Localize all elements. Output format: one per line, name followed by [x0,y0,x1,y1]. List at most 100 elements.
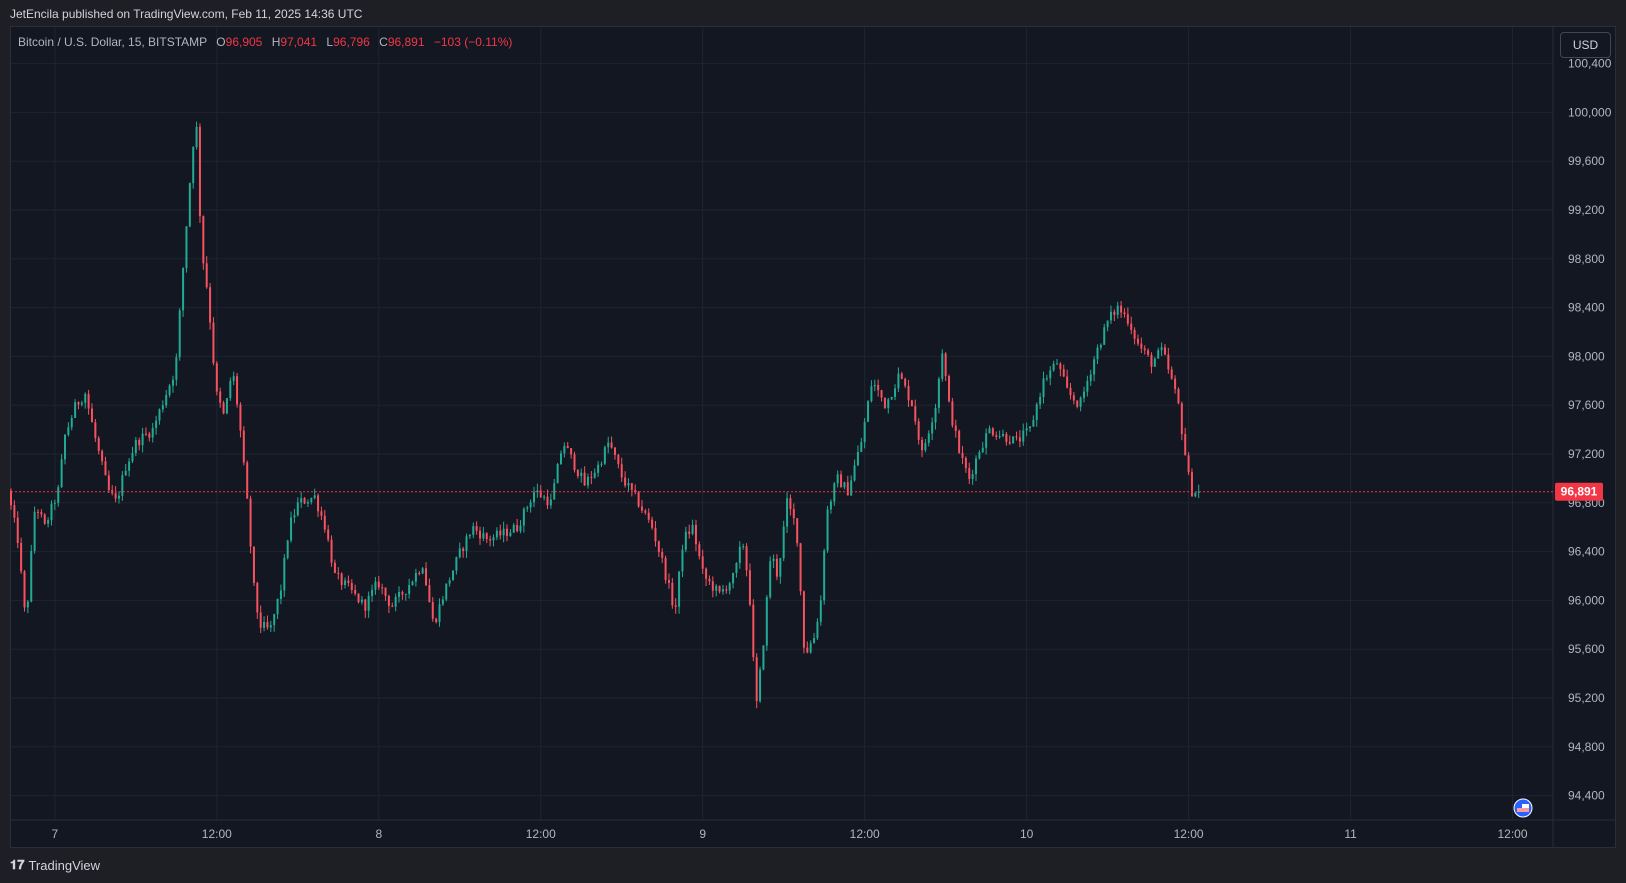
candle-body [1008,441,1011,444]
candle-body [84,393,87,403]
candle-body [148,433,151,438]
candle-body [303,498,306,504]
candle-body [721,589,724,592]
candle-body [482,533,485,539]
candle-body [553,483,556,500]
candle-body [212,322,215,364]
y-tick-label: 94,800 [1568,740,1605,754]
candle-body [381,587,384,589]
candle-body [786,498,789,527]
candle-body [364,599,367,611]
candle-body [647,512,650,520]
candle-body [205,263,208,288]
symbol-name: Bitcoin / U.S. Dollar, 15, BITSTAMP [18,35,207,49]
candle-body [755,657,758,702]
candle-body [47,520,50,524]
candle-body [833,483,836,502]
candle-body [1150,354,1153,367]
candle-body [715,585,718,591]
candle-body [1012,436,1015,444]
y-tick-label: 97,600 [1568,398,1605,412]
candle-body [33,511,36,552]
candle-body [327,529,330,540]
candle-body [357,593,360,603]
candle-body [799,543,802,592]
candle-body [1106,320,1109,328]
candle-body [657,541,660,552]
candle-body [890,396,893,400]
candle-body [917,421,920,440]
candle-body [556,464,559,484]
candle-body [951,401,954,426]
candle-body [634,489,637,493]
candle-body [1187,455,1190,473]
open-label: O [216,35,226,49]
candle-body [300,498,303,503]
y-tick-label: 100,000 [1568,105,1612,119]
candle-body [894,388,897,397]
candle-body [532,492,535,503]
candle-body [607,442,610,448]
change-value: −103 (−0.11%) [433,35,513,49]
candle-body [1035,404,1038,420]
tradingview-logo[interactable]: 𝟏𝟕 TradingView [10,857,100,873]
candle-body [354,589,357,594]
candle-body [317,495,320,512]
candle-body [586,476,589,486]
candle-body [256,582,259,613]
high-label: H [271,35,281,49]
candle-body [826,509,829,551]
candle-body [67,427,70,435]
chart-frame[interactable] [10,26,1616,848]
candle-body [158,409,161,421]
candle-body [1062,369,1065,377]
candle-body [576,470,579,477]
candle-body [222,402,225,414]
candle-body [610,442,613,448]
candle-body [344,580,347,586]
candle-body [128,461,131,471]
close-value: 96,891 [387,35,425,49]
candle-body [290,517,293,541]
candle-body [185,226,188,269]
candle-body [1089,374,1092,382]
candle-body [414,572,417,582]
candle-body [775,558,778,577]
candle-body [509,532,512,536]
last-price-marker: 96,891 [11,482,1603,501]
candle-body [279,590,282,599]
candle-body [168,385,171,395]
y-tick-label: 98,000 [1568,349,1605,363]
candle-body [725,589,728,591]
candle-body [813,638,816,644]
candle-body [371,589,374,596]
symbol-legend: Bitcoin / U.S. Dollar, 15, BITSTAMP O 96,… [18,35,512,49]
x-tick-label: 9 [699,827,706,841]
candle-body [921,439,924,451]
candle-body [674,605,677,607]
close-label: C [379,35,388,49]
candle-body [506,528,509,536]
candle-body [374,581,377,590]
y-tick-label: 95,600 [1568,642,1605,656]
candle-body [438,604,441,623]
candle-body [529,502,532,508]
currency-button[interactable]: USD [1560,32,1611,58]
candle-body [941,353,944,379]
candle-body [377,581,380,588]
candle-body [94,422,97,439]
flag-icon[interactable] [1513,798,1533,818]
candle-body [1130,323,1133,330]
publisher-attribution: JetEncila published on TradingView.com, … [10,7,363,21]
candle-body [765,597,768,646]
candle-body [1059,363,1062,370]
candle-body [745,546,748,571]
candle-body [937,378,940,408]
candle-body [1099,344,1102,348]
candle-body [1147,350,1150,355]
candle-body [195,126,198,148]
candle-body [276,598,279,615]
candle-body [1133,329,1136,339]
candle-body [978,452,981,459]
